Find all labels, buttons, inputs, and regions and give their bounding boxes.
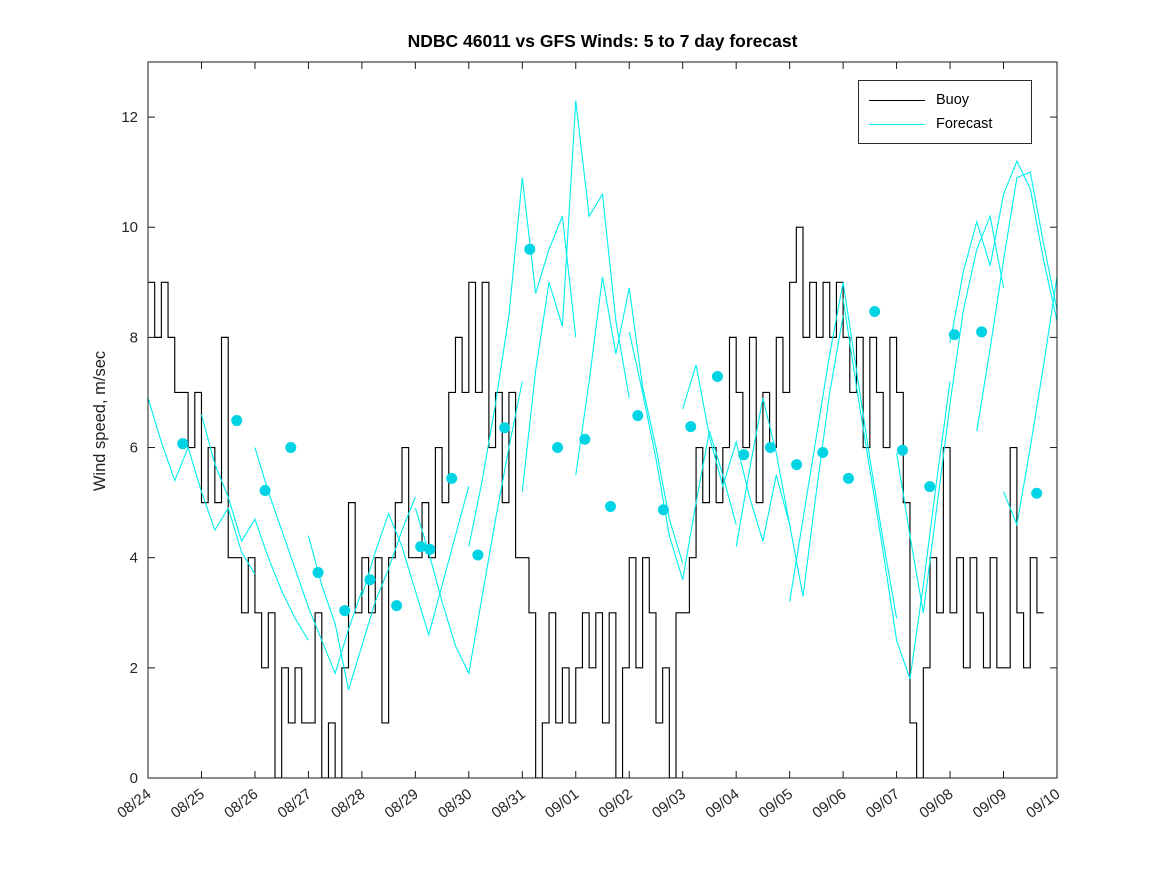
forecast-run-line-14 [896,214,1005,613]
forecast-marker [524,243,536,255]
forecast-marker [579,433,591,445]
forecast-run-line-3 [307,496,416,691]
forecast-marker [364,574,376,586]
forecast-marker [552,442,564,454]
forecast-run-line-5 [414,381,523,676]
forecast-run-line-13 [842,298,951,680]
forecast-run-line-1 [200,414,309,641]
forecast-markers [177,243,1043,617]
forecast-marker [1031,487,1043,499]
legend-item-buoy: Buoy [859,88,1031,112]
chart-title: NDBC 46011 vs GFS Winds: 5 to 7 day fore… [407,31,798,51]
forecast-marker [685,421,697,433]
forecast-marker [896,444,908,456]
x-tick-label: 09/06 [809,786,849,822]
forecast-run-line-0 [148,397,256,575]
y-axis-label: Wind speed, m/sec [91,350,109,492]
forecast-marker [231,415,243,427]
forecast-run-line-8 [575,276,684,564]
y-tick-label: 10 [121,219,138,236]
forecast-run-line-4 [361,485,470,637]
forecast-run-line-17 [1003,276,1057,527]
forecast-marker [285,442,297,454]
forecast-run-line-2 [254,447,363,676]
x-tick-label: 09/10 [1023,786,1063,822]
legend-label-forecast: Forecast [936,116,993,132]
forecast-marker [711,370,723,382]
forecast-run-line-11 [735,315,844,597]
forecast-marker [446,472,458,484]
forecast-marker [415,541,427,553]
forecast-run-line-7 [521,100,630,492]
y-tick-label: 4 [130,550,138,567]
x-tick-label: 08/26 [221,786,261,822]
forecast-marker [948,329,960,341]
forecast-run-line-9 [628,331,737,580]
forecast-marker [842,472,854,484]
forecast-marker [924,481,936,493]
x-tick-label: 08/27 [275,786,315,822]
forecast-marker [259,485,271,496]
forecast-marker [791,459,803,471]
x-tick-label: 09/09 [970,786,1010,822]
x-tick-label: 09/05 [756,786,796,822]
forecast-marker [499,422,511,434]
legend-item-forecast: Forecast [859,112,1031,136]
buoy-series-line [148,226,1044,778]
forecast-marker [657,504,669,516]
buoy-line-swatch [869,99,925,101]
forecast-run-line-6 [468,177,577,547]
forecast-marker [738,449,750,461]
x-tick-label: 09/08 [916,786,956,822]
forecast-marker [605,500,617,512]
forecast-marker [869,306,881,317]
x-tick-label: 08/30 [435,786,475,822]
y-tick-label: 2 [130,660,138,677]
forecast-run-line-12 [789,282,898,619]
x-tick-label: 08/24 [114,786,154,822]
y-tick-label: 0 [130,770,138,787]
forecast-marker [312,567,324,579]
x-tick-label: 08/25 [168,786,208,822]
legend-label-buoy: Buoy [936,92,970,108]
forecast-run-line-15 [949,159,1057,343]
x-tick-label: 09/02 [595,786,635,822]
forecast-marker [391,600,403,612]
series-layer [148,100,1057,778]
axis-box [147,61,1058,779]
x-tick-label: 09/07 [863,786,903,822]
forecast-marker [424,543,436,555]
x-tick-label: 09/01 [542,786,582,822]
y-tick-label: 8 [130,329,138,346]
y-tick-label: 12 [121,109,138,126]
forecast-run-line-16 [976,171,1057,432]
x-tick-label: 08/28 [328,786,368,822]
forecast-marker [817,447,829,458]
y-tick-label: 6 [130,440,138,457]
forecast-marker [339,605,351,617]
x-tick-label: 09/03 [649,786,689,822]
forecast-line-swatch [869,123,925,125]
x-tick-label: 08/29 [382,786,422,822]
forecast-marker [976,326,988,338]
forecast-marker [472,549,484,561]
x-tick-label: 08/31 [488,786,528,822]
forecast-run-line-10 [682,364,791,542]
forecast-marker [632,410,644,422]
forecast-marker [177,438,189,450]
x-tick-label: 09/04 [702,786,742,822]
forecast-marker [764,442,776,454]
legend: Buoy Forecast [858,80,1032,144]
